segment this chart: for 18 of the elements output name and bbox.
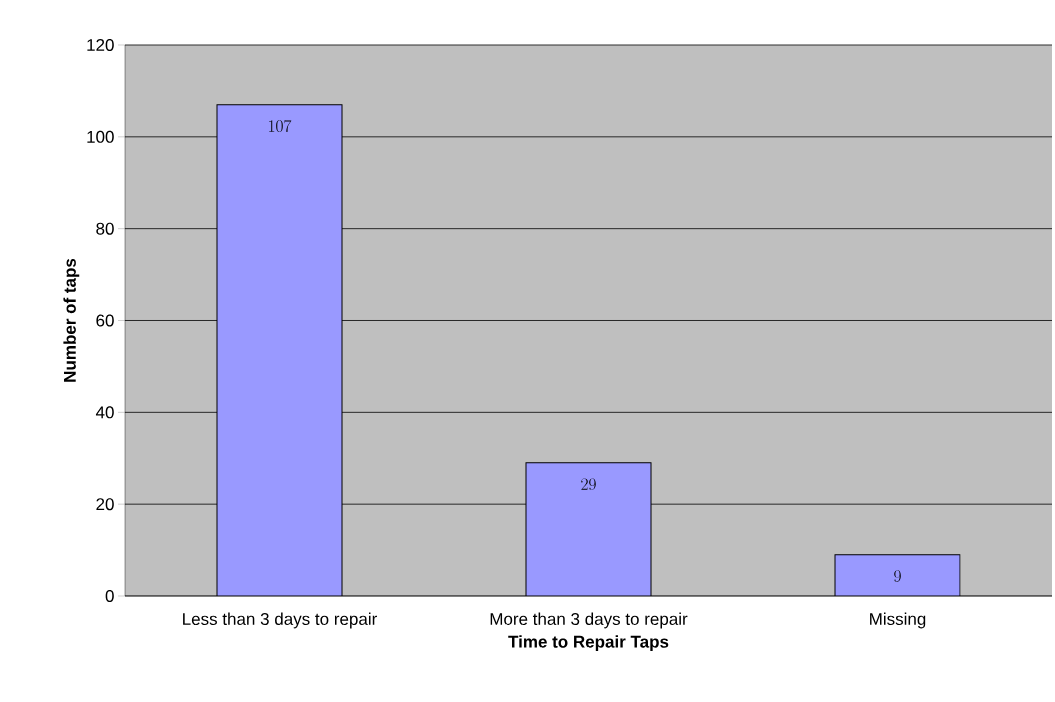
x-tick-label: Missing — [870, 612, 926, 629]
y-tick-label: 0 — [105, 589, 114, 603]
bar — [525, 462, 652, 596]
y-tick-label: 80 — [96, 222, 114, 235]
y-tick-label: 20 — [96, 498, 114, 511]
y-axis-title: Number of taps — [63, 258, 80, 382]
data-label: 29 — [581, 478, 596, 491]
bar — [834, 554, 961, 596]
y-tick-label: 60 — [96, 314, 114, 327]
data-label: 107 — [269, 119, 292, 132]
y-tick-label: 40 — [95, 406, 114, 419]
x-tick-label: More than 3 days to repair — [490, 612, 688, 629]
data-label: 9 — [894, 570, 901, 582]
y-tick-label: 100 — [87, 130, 114, 143]
bar — [216, 104, 343, 596]
x-axis-title: Time to Repair Taps — [508, 635, 669, 652]
x-tick-label: Less than 3 days to repair — [183, 612, 377, 629]
y-tick-label: 120 — [87, 38, 114, 52]
